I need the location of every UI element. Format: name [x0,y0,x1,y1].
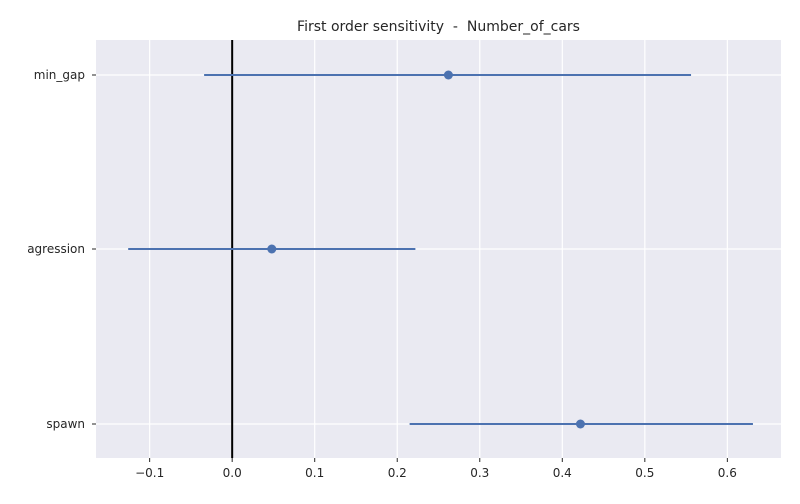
x-tick-label: 0.2 [388,466,407,480]
y-tick-label-agression: agression [27,242,85,256]
x-axis-ticks: −0.1 0.0 0.1 0.2 0.3 0.4 0.5 0.6 [135,458,737,480]
x-tick-label: 0.5 [635,466,654,480]
point-estimate-agression [267,244,277,254]
point-estimate-min-gap [443,70,453,80]
x-tick-label: −0.1 [135,466,164,480]
chart-title: First order sensitivity - Number_of_cars [297,19,580,35]
x-tick-label: 0.1 [305,466,324,480]
y-axis-ticks: min_gap agression spawn [27,68,96,431]
x-tick-label: 0.0 [223,466,242,480]
series-points [128,70,753,429]
x-tick-label: 0.4 [553,466,572,480]
x-tick-label: 0.6 [718,466,737,480]
x-tick-label: 0.3 [470,466,489,480]
y-tick-label-min-gap: min_gap [34,68,85,82]
y-tick-label-spawn: spawn [46,417,85,431]
point-estimate-spawn [575,419,585,429]
